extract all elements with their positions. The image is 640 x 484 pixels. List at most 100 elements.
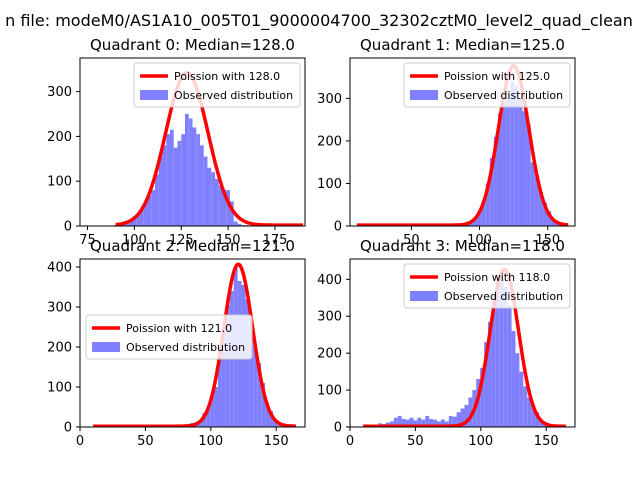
quadrant-3-frame: [349, 258, 576, 428]
quadrant-0-hist-bar: [192, 127, 197, 226]
quadrant-3-hist-bar: [527, 397, 532, 427]
quadrant-2-ytick-label: 100: [47, 381, 72, 396]
quadrant-1-hist-bar: [518, 98, 523, 226]
quadrant-3-hist-bar: [507, 305, 512, 427]
quadrant-3-hist-bar: [464, 404, 469, 427]
quadrant-2-legend: Poission with 121.0 Observed distribution: [85, 314, 253, 360]
quadrant-0-ytick-label: 300: [47, 85, 72, 100]
quadrant-0-hist-bar: [185, 114, 189, 226]
quadrant-1-hist-bar: [534, 174, 539, 226]
quadrant-3-hist-bar: [425, 415, 430, 427]
quadrant-1-legend: Poission with 125.0 Observed distribution: [403, 62, 571, 108]
quadrant-3-hist-bar: [429, 418, 434, 427]
quadrant-3-hist-bar: [417, 417, 422, 427]
quadrant-1-ytick-label: 100: [317, 177, 342, 192]
quadrant-3-legend-hist-label: Observed distribution: [444, 290, 563, 303]
quadrant-3-xtick-label: 150: [534, 434, 559, 449]
quadrant-3-hist-bar: [480, 367, 485, 427]
quadrant-3-hist-bar: [499, 277, 504, 427]
quadrant-3-xtick-label: 100: [468, 434, 493, 449]
quadrant-2-xtick-label: 150: [264, 434, 289, 449]
quadrant-0-hist-bar: [233, 221, 238, 226]
quadrant-3-legend-hist-swatch: [410, 291, 438, 301]
quadrant-2-legend-hist-label: Observed distribution: [126, 341, 245, 354]
quadrant-1-hist-bar: [485, 183, 490, 226]
quadrant-2-hist-bar: [225, 305, 230, 427]
quadrant-0-title: Quadrant 0: Median=128.0: [90, 36, 295, 54]
quadrant-2-hist-bar: [249, 327, 254, 427]
quadrant-3-hist-bar: [519, 371, 524, 427]
quadrant-0-hist-bar: [177, 140, 182, 226]
quadrant-1-histogram: [457, 81, 564, 226]
quadrant-0-hist-bar: [196, 134, 200, 226]
quadrant-0-hist-bar: [173, 147, 178, 226]
quadrant-2-ytick-label: 200: [47, 341, 72, 356]
quadrant-0-hist-bar: [155, 174, 159, 226]
quadrant-1-xtick-label: 150: [535, 233, 560, 248]
quadrant-0-hist-bar: [237, 223, 242, 226]
quadrant-1-title: Quadrant 1: Median=125.0: [360, 36, 565, 54]
quadrant-0-hist-bar: [211, 172, 215, 226]
quadrant-2-title: Quadrant 2: Median=121.0: [90, 237, 295, 255]
quadrant-2-legend-hist-swatch: [92, 342, 120, 352]
quadrant-2-hist-bar: [257, 363, 262, 427]
quadrant-1-hist-bar: [493, 136, 498, 226]
quadrant-3-legend: Poission with 118.0 Observed distribution: [403, 263, 571, 309]
quadrant-2-hist-bar: [265, 403, 270, 427]
quadrant-0-hist-bar: [132, 216, 137, 226]
quadrant-3-legend-box: [403, 263, 571, 309]
quadrant-1-hist-bar: [477, 211, 482, 226]
quadrant-0-frame: [79, 57, 306, 227]
quadrant-3-hist-bar: [436, 421, 441, 427]
quadrant-1-frame: [349, 57, 576, 227]
quadrant-0-hist-bar: [140, 209, 144, 226]
quadrant-3-hist-bar: [460, 408, 465, 427]
quadrant-2-fit-line: [92, 262, 297, 427]
quadrant-3-hist-bar: [488, 321, 492, 427]
quadrant-1-legend-hist-swatch: [410, 90, 438, 100]
quadrant-0-hist-bar: [218, 185, 223, 226]
quadrant-1-hist-bar: [473, 218, 478, 226]
quadrant-1-legend-box: [403, 62, 571, 108]
quadrant-2-hist-bar: [214, 387, 218, 427]
quadrant-2-xtick-label: 100: [198, 434, 223, 449]
quadrant-3-hist-bar: [389, 421, 394, 427]
quadrant-3-histogram: [374, 275, 555, 427]
quadrant-0-ytick-label: 100: [47, 175, 72, 190]
quadrant-3-hist-bar: [539, 419, 543, 427]
quadrant-2-frame: [79, 258, 306, 428]
quadrant-2-legend-fit-label: Poission with 121.0: [126, 322, 232, 335]
quadrant-0-xtick-label: 175: [263, 233, 288, 248]
quadrant-0-hist-bar: [230, 201, 234, 226]
quadrant-2-hist-bar: [269, 411, 273, 427]
quadrant-2-hist-bar: [221, 331, 226, 427]
quadrant-2-xtick-label: 50: [137, 434, 154, 449]
quadrant-3-hist-bar: [468, 397, 473, 427]
quadrant-3-hist-bar: [393, 417, 398, 427]
quadrant-1-hist-bar: [547, 211, 552, 226]
quadrant-2-hist-bar: [261, 383, 266, 427]
quadrant-0-legend-hist-label: Observed distribution: [174, 89, 293, 102]
quadrant-1-fit-line: [356, 63, 569, 226]
quadrant-2-hist-bar: [206, 409, 211, 427]
quadrant-0-xtick-label: 100: [122, 233, 147, 248]
quadrant-1-panel: 50 100 150 0 100 200 300 Quadrant 1: Median=125…: [317, 36, 576, 248]
quadrant-2-ytick-label: 400: [47, 261, 72, 276]
quadrant-2-hist-bar: [202, 413, 207, 427]
quadrant-2-hist-bar: [272, 419, 277, 427]
quadrant-2-ytick-label: 0: [64, 421, 72, 436]
quadrant-1-ytick-label: 300: [317, 92, 342, 107]
quadrant-2-hist-bar: [245, 299, 250, 427]
quadrant-3-hist-bar: [511, 331, 516, 427]
quadrant-0-hist-bar: [215, 178, 219, 226]
quadrant-1-hist-bar: [497, 113, 503, 226]
quadrant-1-hist-bar: [538, 191, 543, 226]
quadrant-3-hist-bar: [440, 419, 445, 427]
quadrant-3-ytick-label: 0: [334, 421, 342, 436]
quadrant-3-ytick-label: 300: [317, 310, 342, 325]
quadrant-3-hist-bar: [523, 386, 528, 427]
quadrant-3-hist-bar: [495, 275, 500, 427]
quadrant-1-hist-bar: [551, 219, 556, 226]
quadrant-3-hist-bar: [401, 418, 406, 427]
quadrant-3-hist-bar: [405, 419, 410, 427]
